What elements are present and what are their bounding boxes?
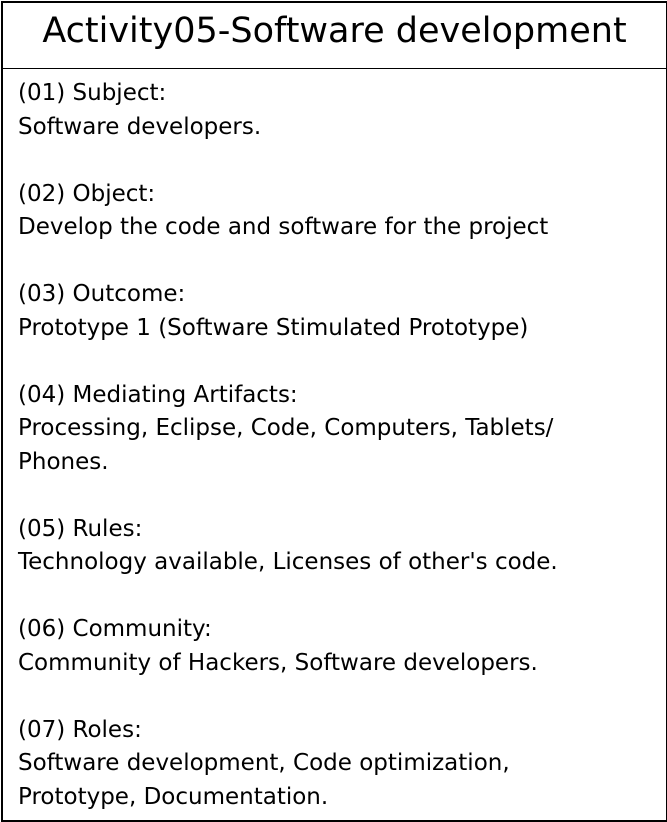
section-rules: (05) Rules: Technology available, Licens… (18, 513, 658, 580)
section-label: (06) Community: (18, 616, 212, 642)
section-label: (03) Outcome: (18, 281, 186, 307)
section-value: Processing, Eclipse, Code, Computers, Ta… (18, 415, 554, 475)
activity-title: Activity05-Software development (42, 11, 627, 51)
section-object: (02) Object: Develop the code and softwa… (18, 178, 658, 245)
activity-sections: (01) Subject: Software developers. (02) … (18, 77, 658, 814)
section-mediating-artifacts: (04) Mediating Artifacts: Processing, Ec… (18, 379, 658, 480)
section-community: (06) Community: Community of Hackers, So… (18, 613, 658, 680)
section-label: (04) Mediating Artifacts: (18, 381, 298, 408)
section-value: Software development, Code optimization,… (18, 750, 510, 810)
section-subject: (01) Subject: Software developers. (18, 77, 658, 144)
title-divider (3, 68, 666, 69)
section-label: (01) Subject: (18, 80, 167, 106)
section-label: (07) Roles: (18, 716, 142, 743)
section-roles: (07) Roles: Software development, Code o… (18, 714, 658, 815)
section-outcome: (03) Outcome: Prototype 1 (Software Stim… (18, 278, 658, 345)
section-value: Develop the code and software for the pr… (18, 214, 549, 240)
section-value: Technology available, Licenses of other'… (18, 549, 558, 575)
section-label: (02) Object: (18, 180, 156, 207)
section-value: Software developers. (18, 113, 262, 140)
section-value: Community of Hackers, Software developer… (18, 649, 538, 676)
section-value: Prototype 1 (Software Stimulated Prototy… (18, 314, 529, 341)
section-label: (05) Rules: (18, 515, 143, 542)
